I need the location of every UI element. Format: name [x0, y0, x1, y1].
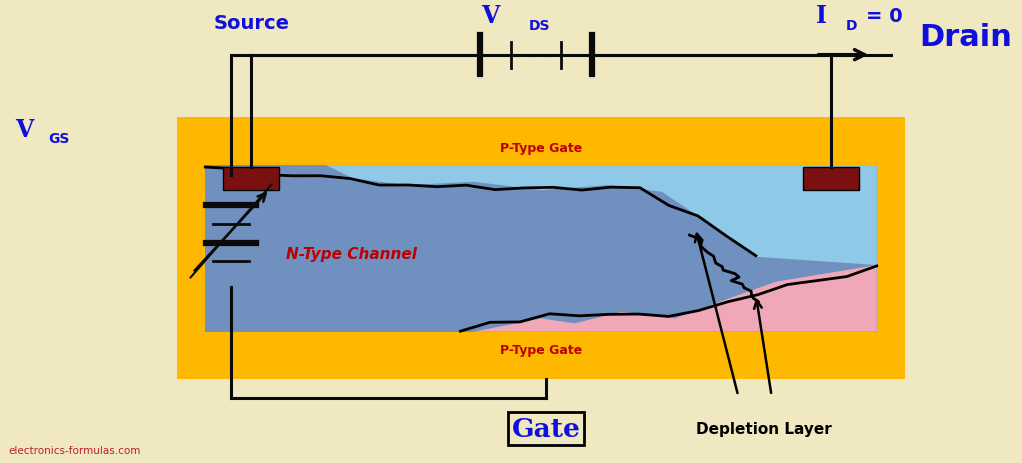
Text: Depletion Layer: Depletion Layer: [696, 421, 831, 436]
Text: P-Type Gate: P-Type Gate: [500, 142, 583, 155]
Text: DS: DS: [528, 19, 551, 32]
Text: I: I: [816, 4, 827, 28]
Bar: [177, 118, 905, 380]
Text: V: V: [481, 4, 500, 28]
Text: Gate: Gate: [512, 416, 580, 441]
Bar: [224, 168, 279, 190]
Bar: [205, 131, 877, 367]
Text: Source: Source: [214, 14, 289, 32]
Bar: [205, 332, 877, 367]
Text: D: D: [846, 19, 857, 32]
Bar: [205, 131, 877, 166]
Text: P-Type Gate: P-Type Gate: [500, 343, 583, 356]
Text: electronics-formulas.com: electronics-formulas.com: [8, 444, 140, 455]
Text: V: V: [15, 118, 34, 142]
Polygon shape: [474, 265, 877, 332]
Text: = 0: = 0: [866, 7, 902, 25]
Polygon shape: [205, 166, 877, 265]
Bar: [803, 168, 858, 190]
Text: GS: GS: [48, 132, 69, 146]
Text: N-Type Channel: N-Type Channel: [286, 247, 417, 262]
Text: Drain: Drain: [919, 23, 1012, 51]
